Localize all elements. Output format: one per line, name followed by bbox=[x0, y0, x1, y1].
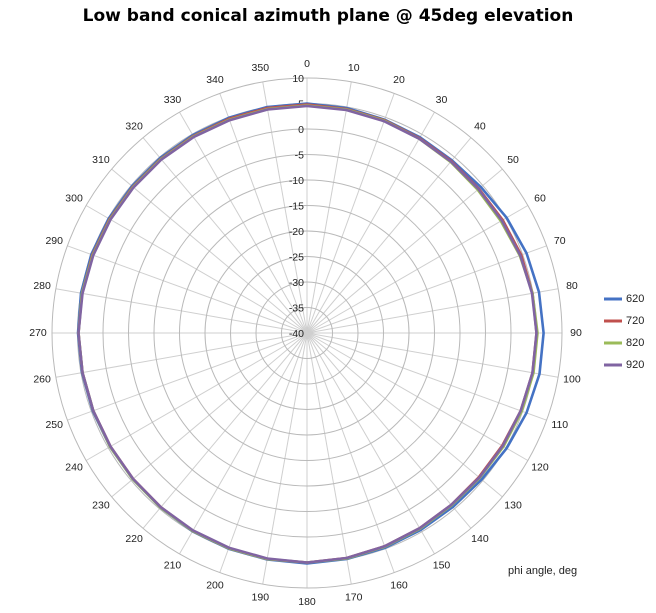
angular-tick-label: 100 bbox=[563, 373, 581, 385]
legend-label-920: 920 bbox=[626, 359, 644, 371]
legend: 620 720 820 920 bbox=[604, 293, 644, 371]
angular-tick-label: 330 bbox=[164, 94, 182, 106]
angular-tick-label: 0 bbox=[304, 58, 310, 70]
angular-tick-label: 90 bbox=[570, 327, 582, 339]
angular-tick-label: 110 bbox=[551, 419, 568, 431]
series-lines bbox=[76, 102, 545, 565]
polar-grid bbox=[51, 77, 563, 589]
radial-tick-label: -25 bbox=[289, 252, 304, 264]
angular-tick-label: 250 bbox=[45, 419, 63, 431]
radial-tick-label: -15 bbox=[289, 201, 304, 213]
angular-tick-label: 160 bbox=[390, 580, 408, 592]
angular-tick-label: 220 bbox=[125, 533, 143, 545]
legend-label-620: 620 bbox=[626, 293, 644, 305]
radial-tick-label: 0 bbox=[298, 124, 304, 136]
grid-ring bbox=[179, 205, 435, 461]
angular-tick-label: 230 bbox=[92, 500, 110, 512]
angular-tick-label: 240 bbox=[65, 461, 83, 473]
radial-tick-label: -10 bbox=[289, 175, 304, 187]
legend-label-820: 820 bbox=[626, 337, 644, 349]
grid-ring bbox=[102, 128, 512, 538]
radial-tick-label: -5 bbox=[295, 150, 304, 162]
angular-axis-label: phi angle, deg bbox=[508, 565, 577, 577]
angular-tick-label: 10 bbox=[348, 62, 360, 74]
angular-tick-label: 190 bbox=[252, 592, 270, 604]
angular-tick-label: 120 bbox=[531, 461, 549, 473]
series-line-920 bbox=[77, 104, 538, 564]
angular-tick-label: 150 bbox=[433, 560, 451, 572]
angular-tick-label: 40 bbox=[474, 121, 486, 133]
radial-tick-label: -35 bbox=[289, 303, 304, 315]
angular-tick-label: 180 bbox=[298, 596, 316, 608]
angular-tick-label: 210 bbox=[164, 560, 182, 572]
angular-tick-label: 170 bbox=[345, 592, 363, 604]
chart-title: Low band conical azimuth plane @ 45deg e… bbox=[82, 6, 574, 26]
angular-tick-label: 340 bbox=[206, 74, 224, 86]
angular-tick-label: 260 bbox=[33, 373, 51, 385]
angular-tick-labels: 0 102030405060708090100110120130140150160… bbox=[29, 58, 582, 608]
angular-tick-label: 30 bbox=[436, 94, 448, 106]
radial-tick-label: -40 bbox=[289, 328, 304, 340]
angular-tick-label: 60 bbox=[534, 192, 546, 204]
angular-tick-label: 290 bbox=[45, 235, 63, 247]
angular-tick-label: 50 bbox=[507, 154, 519, 166]
angular-tick-label: 280 bbox=[33, 280, 51, 292]
angular-tick-label: 20 bbox=[393, 74, 405, 86]
angular-tick-label: 270 bbox=[29, 327, 47, 339]
grid-ring bbox=[51, 77, 563, 589]
grid-ring bbox=[204, 230, 410, 436]
radial-tick-label: -30 bbox=[289, 277, 304, 289]
grid-ring bbox=[128, 154, 486, 512]
angular-tick-label: 200 bbox=[206, 580, 224, 592]
angular-tick-label: 130 bbox=[504, 500, 522, 512]
grid-ring bbox=[255, 281, 359, 385]
angular-tick-label: 70 bbox=[554, 235, 566, 247]
grid-ring bbox=[281, 307, 333, 359]
angular-tick-label: 80 bbox=[566, 280, 578, 292]
grid-ring bbox=[153, 179, 461, 487]
angular-tick-label: 140 bbox=[471, 533, 489, 545]
legend-label-720: 720 bbox=[626, 315, 644, 327]
angular-tick-label: 300 bbox=[65, 192, 83, 204]
angular-tick-label: 310 bbox=[92, 154, 110, 166]
angular-tick-label: 320 bbox=[125, 121, 143, 133]
angular-tick-label: 350 bbox=[252, 62, 270, 74]
grid-ring bbox=[230, 256, 384, 410]
radial-tick-label: -20 bbox=[289, 226, 304, 238]
radial-tick-label: 10 bbox=[292, 73, 304, 85]
